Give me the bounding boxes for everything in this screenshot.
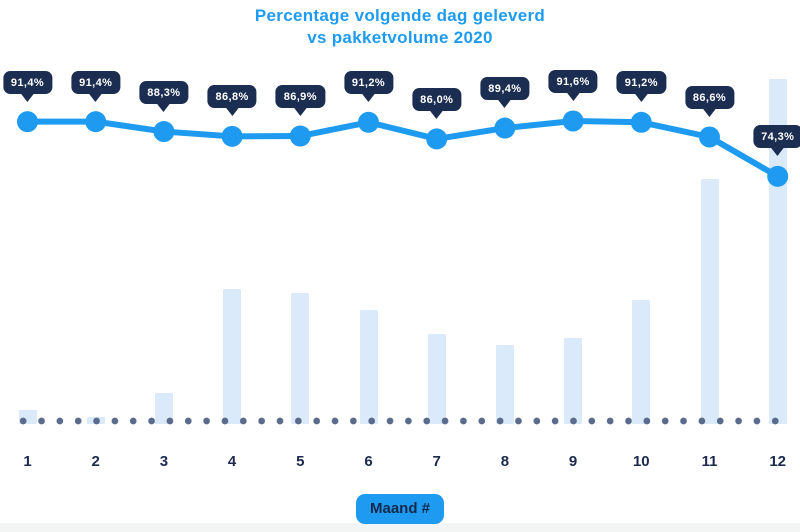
percentage-badge-month-12: 74,3% xyxy=(753,125,800,149)
dotted-baseline xyxy=(14,416,786,425)
month-label-12: 12 xyxy=(769,453,787,470)
month-label-1: 1 xyxy=(23,453,32,470)
volume-bar-month-5 xyxy=(291,292,310,424)
percentage-badge-month-2: 91,4% xyxy=(71,70,121,94)
month-label-6: 6 xyxy=(364,453,373,470)
month-label-11: 11 xyxy=(701,453,718,470)
percentage-badge-month-1: 91,4% xyxy=(2,70,53,94)
percentage-badge-month-4: 86,8% xyxy=(207,85,257,109)
month-label-3: 3 xyxy=(159,453,169,470)
percentage-badge-month-10: 91,2% xyxy=(616,71,666,95)
volume-bar-month-11 xyxy=(700,179,719,424)
data-point-month-7 xyxy=(426,128,448,150)
volume-bar-month-6 xyxy=(359,310,378,424)
data-point-month-1 xyxy=(17,111,38,133)
bottom-edge-strip xyxy=(0,523,800,532)
month-label-8: 8 xyxy=(500,453,510,470)
data-point-month-9 xyxy=(562,110,584,132)
month-label-7: 7 xyxy=(432,453,441,470)
data-point-month-2 xyxy=(85,111,107,133)
percentage-badge-month-11: 86,6% xyxy=(684,86,735,109)
data-point-month-11 xyxy=(699,126,720,148)
volume-bar-month-7 xyxy=(427,334,446,424)
percentage-badge-month-8: 89,4% xyxy=(480,77,530,101)
percentage-badge-month-6: 91,2% xyxy=(343,71,394,95)
percentage-badge-month-7: 86,0% xyxy=(412,87,462,111)
month-label-10: 10 xyxy=(632,453,650,470)
x-axis-title-badge: Maand # xyxy=(355,494,445,524)
data-point-month-10 xyxy=(630,111,652,133)
month-label-5: 5 xyxy=(296,453,305,470)
volume-bar-month-3 xyxy=(154,392,173,424)
month-label-4: 4 xyxy=(227,453,237,470)
volume-bar-month-9 xyxy=(564,337,583,424)
chart-title: Percentage volgende dag geleverd vs pakk… xyxy=(0,5,800,49)
volume-bar-month-8 xyxy=(495,344,514,424)
month-label-9: 9 xyxy=(568,453,578,470)
chart-title-line-2: vs pakketvolume 2020 xyxy=(307,28,493,47)
volume-bar-month-10 xyxy=(632,299,651,424)
data-point-month-3 xyxy=(153,121,175,143)
chart-title-line-1: Percentage volgende dag geleverd xyxy=(254,6,546,25)
data-point-month-5 xyxy=(289,125,311,147)
data-point-month-6 xyxy=(358,111,379,133)
percentage-badge-month-9: 91,6% xyxy=(548,70,598,93)
volume-bar-month-4 xyxy=(223,289,242,424)
percentage-badge-month-3: 88,3% xyxy=(139,80,189,104)
data-point-month-8 xyxy=(494,117,516,139)
data-point-month-4 xyxy=(221,125,243,147)
percentage-line xyxy=(24,118,781,180)
month-label-2: 2 xyxy=(91,453,100,470)
percentage-badge-month-5: 86,9% xyxy=(275,85,325,109)
